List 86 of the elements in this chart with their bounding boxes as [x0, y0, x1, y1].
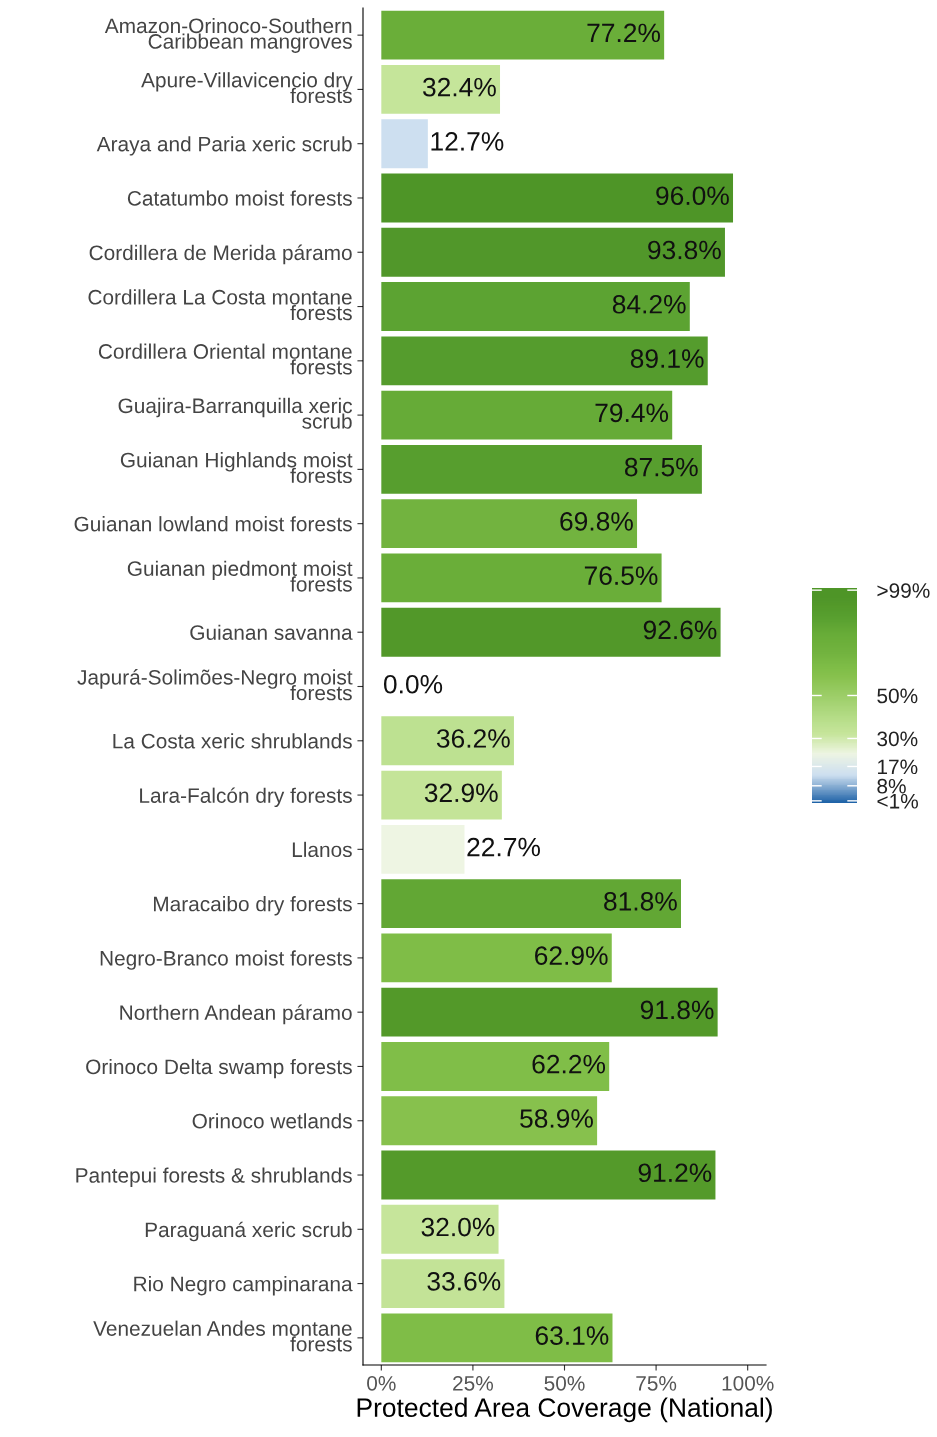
y-tick-label: Orinoco wetlands: [192, 1113, 352, 1129]
y-tick-label: La Costa xeric shrublands: [113, 733, 352, 749]
data-label: 91.8%: [640, 1000, 714, 1020]
data-label: 92.6%: [643, 620, 717, 640]
x-tick-label: 100%: [722, 1375, 774, 1391]
y-tick-label: Catatumbo moist forests: [127, 190, 352, 206]
data-label: 63.1%: [535, 1326, 609, 1345]
bar: [381, 824, 465, 874]
x-tick-label: 50%: [544, 1375, 585, 1391]
color-bar-label: >99%: [877, 583, 930, 598]
bar: [381, 336, 708, 386]
color-bar-label: <1%: [877, 793, 918, 809]
bar: [381, 879, 681, 929]
bar: [381, 173, 734, 223]
data-label: 87.5%: [624, 457, 698, 477]
y-tick-label: Rio Negro campinarana: [134, 1276, 353, 1296]
y-tick-label: Amazon-Orinoco-Southern Caribbean mangroves: [104, 17, 352, 53]
data-label: 32.4%: [422, 77, 496, 97]
y-tick-label: Guianan lowland moist forests: [74, 516, 352, 532]
color-bar-label: 8%: [877, 778, 906, 794]
bar: [381, 227, 725, 277]
y-tick-label: Pantepui forests & shrublands: [76, 1167, 352, 1187]
y-tick-label: Lara-Falcón dry forests: [140, 787, 352, 808]
x-tick-label: 25%: [453, 1375, 494, 1391]
y-tick-label: Guajira-Barranquilla xeric scrub: [118, 397, 353, 429]
bar: [381, 1042, 610, 1091]
bar: [381, 1150, 716, 1200]
bar: [381, 933, 612, 983]
data-label: 91.2%: [638, 1163, 712, 1183]
bar: [381, 119, 428, 169]
y-tick-label: Araya and Paria xeric scrub: [96, 136, 352, 156]
data-label: 12.7%: [431, 132, 504, 151]
bar: [381, 282, 690, 331]
data-label: 79.4%: [595, 403, 669, 423]
data-label: 84.2%: [612, 294, 686, 314]
x-tick-label: 75%: [636, 1376, 677, 1391]
bar: [381, 987, 718, 1037]
data-label: 0.0%: [383, 674, 443, 694]
y-tick-label: Llanos: [292, 841, 352, 858]
y-tick-label: Venezuelan Andes montane forests: [93, 1320, 352, 1352]
data-label: 33.6%: [427, 1271, 501, 1291]
bar: [381, 770, 502, 820]
y-tick-label: Cordillera Oriental montane forests: [98, 343, 352, 375]
y-tick-label: Apure-Villavicencio dry forests: [141, 72, 353, 104]
bar: [381, 1204, 499, 1254]
bar: [381, 10, 665, 60]
data-label: 81.8%: [604, 892, 677, 911]
data-label: 32.0%: [421, 1217, 495, 1237]
color-bar-label: 50%: [877, 688, 918, 704]
bar: [381, 64, 501, 114]
y-tick-label: Paraguaná xeric scrub: [145, 1221, 352, 1242]
data-label: 89.1%: [630, 349, 704, 368]
bar: [381, 1096, 598, 1146]
x-tick-label: 0%: [367, 1375, 396, 1391]
data-label: 22.7%: [467, 837, 540, 857]
data-label: 77.2%: [587, 23, 660, 43]
y-tick-label: Northern Andean páramo: [120, 1004, 352, 1025]
bar: [381, 716, 514, 766]
color-bar-label: 30%: [877, 731, 918, 747]
bar: [381, 607, 721, 657]
data-label: 62.2%: [532, 1054, 606, 1074]
x-axis-title: Protected Area Coverage (National): [357, 1397, 772, 1423]
y-tick-label: Negro-Branco moist forests: [100, 950, 352, 970]
y-tick-label: Cordillera La Costa montane forests: [88, 289, 352, 321]
y-tick-label: Orinoco Delta swamp forests: [86, 1058, 352, 1079]
data-label: 58.9%: [520, 1109, 593, 1128]
data-label: 32.9%: [424, 783, 498, 803]
y-tick-label: Maracaibo dry forests: [154, 896, 352, 916]
bar: [381, 1259, 505, 1309]
y-tick-label: Guianan piedmont moist forests: [127, 560, 353, 592]
data-label: 36.2%: [436, 729, 510, 748]
bar: [381, 553, 662, 603]
y-tick-label: Guianan savanna: [190, 624, 353, 640]
bar: [381, 390, 673, 440]
bar: [381, 1313, 613, 1363]
data-label: 93.8%: [648, 240, 721, 260]
bar: [381, 499, 638, 549]
data-label: 96.0%: [656, 186, 729, 206]
y-tick-label: Cordillera de Merida páramo: [89, 244, 352, 265]
y-tick-label: Guianan Highlands moist forests: [120, 452, 353, 484]
bar: [381, 444, 702, 494]
data-label: 62.9%: [535, 946, 608, 965]
y-tick-label: Japurá-Solimões-Negro moist forests: [77, 669, 353, 701]
data-label: 76.5%: [584, 566, 658, 586]
color-bar-label: 17%: [878, 759, 918, 775]
data-label: 69.8%: [560, 512, 633, 531]
